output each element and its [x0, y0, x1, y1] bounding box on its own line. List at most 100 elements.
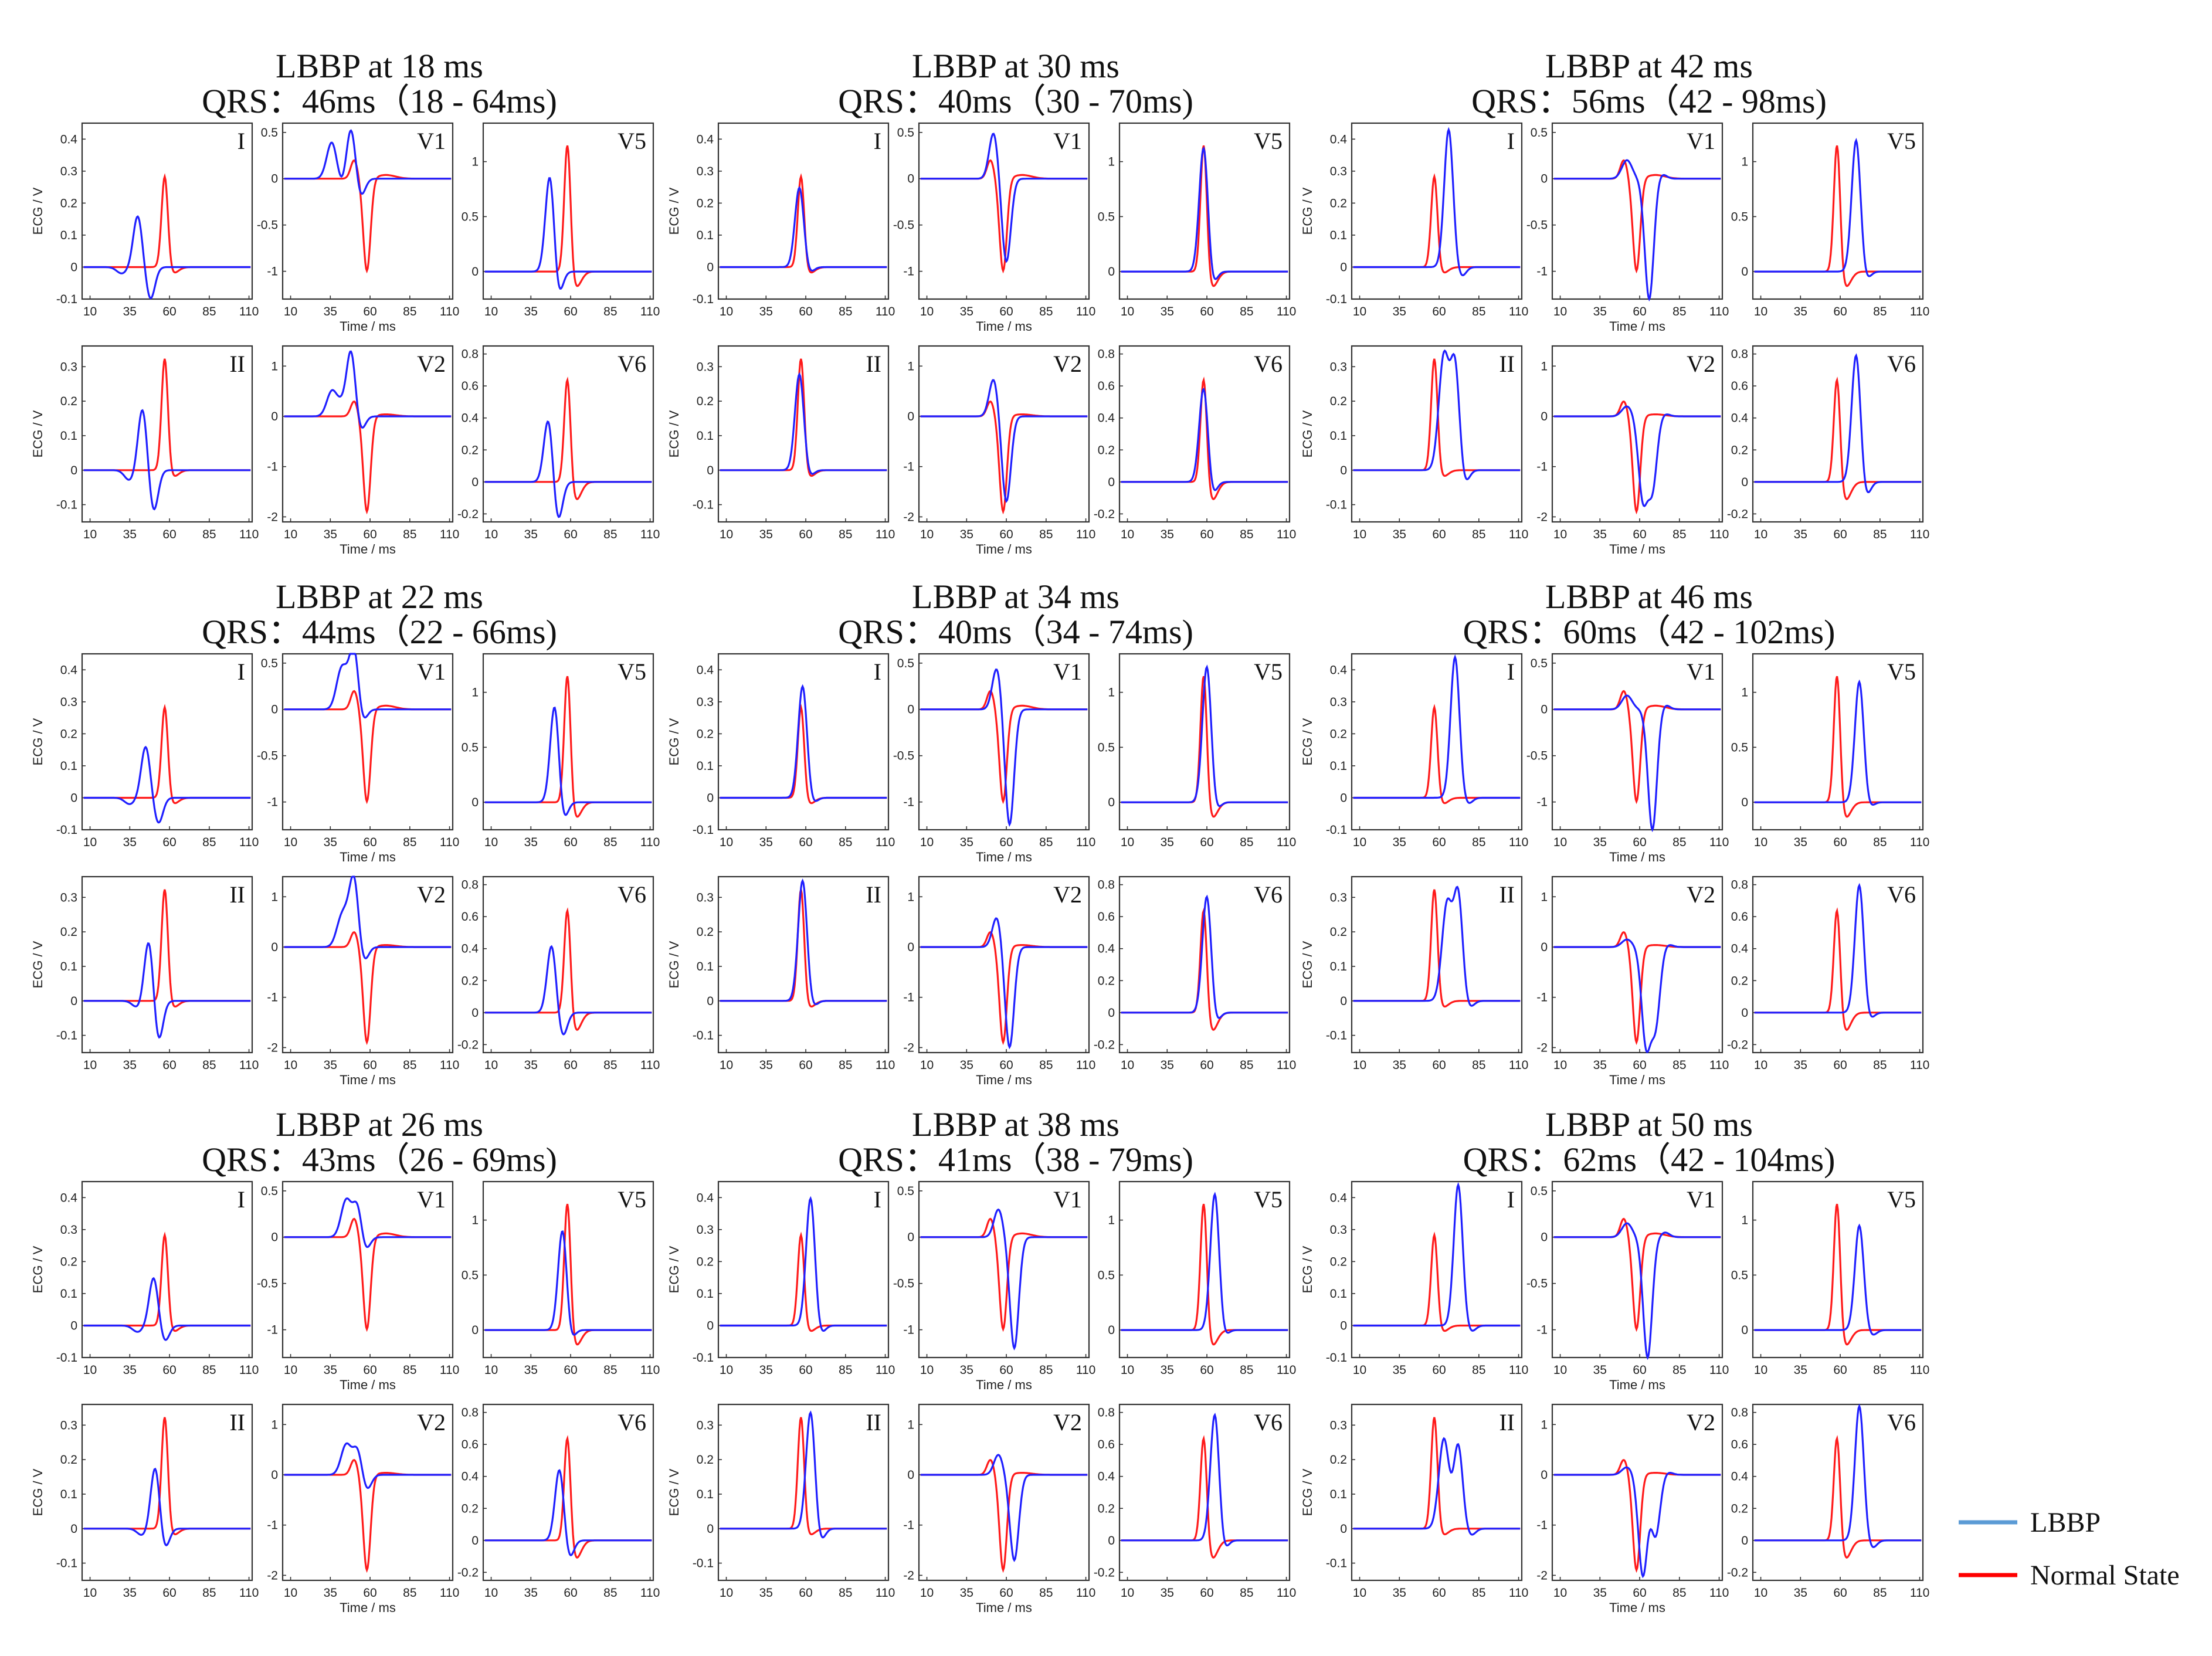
- y-tick-label: -0.5: [257, 749, 278, 763]
- y-tick-label: 0: [907, 703, 914, 717]
- x-axis-label: Time / ms: [976, 1600, 1032, 1615]
- y-tick-label: -2: [267, 510, 278, 524]
- subplot-V2-2-1-1: 10 35 60 85 110 -2 -1 0 1 V2: [903, 345, 1095, 541]
- y-tick-label: 0: [471, 1534, 479, 1548]
- lbbp-trace: [1754, 138, 1922, 277]
- lbbp-trace: [1553, 405, 1721, 507]
- x-tick-label: 10: [720, 305, 733, 318]
- x-tick-label: 85: [1672, 1058, 1686, 1072]
- x-tick-label: 110: [440, 1058, 459, 1072]
- y-tick-label: -1: [1536, 265, 1548, 279]
- x-tick-label: 85: [1672, 1363, 1686, 1377]
- y-tick-label: -0.2: [1094, 507, 1115, 521]
- y-tick-label: -1: [903, 1519, 914, 1532]
- x-tick-label: 85: [1240, 1058, 1253, 1072]
- subplot-V5-3-0-2: 10 35 60 85 110 0 0.5 1 V5: [1731, 122, 1929, 318]
- x-axis-label: Time / ms: [1609, 319, 1665, 334]
- lead-label: V2: [1687, 351, 1715, 377]
- y-tick-label: -0.1: [693, 498, 714, 512]
- y-tick-label: 0: [271, 172, 278, 186]
- x-tick-label: 85: [1240, 528, 1253, 541]
- x-axis-label: Time / ms: [340, 319, 396, 334]
- x-tick-label: 10: [720, 1586, 733, 1600]
- y-axis-label: ECG / V: [1300, 1468, 1315, 1516]
- x-tick-label: 60: [1833, 305, 1847, 318]
- y-tick-label: -1: [1536, 460, 1548, 474]
- subplot-I-6-0-0: 10 35 60 85 110 -0.1 0 0.1 0.2 0.3 0.4 I: [1326, 653, 1528, 849]
- y-tick-label: 0.3: [697, 1419, 714, 1432]
- x-tick-label: 10: [284, 528, 297, 541]
- x-axis-label: Time / ms: [1609, 1600, 1665, 1615]
- lbbp-trace: [83, 409, 251, 511]
- x-tick-label: 85: [202, 528, 216, 541]
- y-tick-label: 0: [1541, 172, 1548, 186]
- panel-title: LBBP at 34 ms: [912, 578, 1119, 616]
- x-tick-label: 10: [1754, 1058, 1767, 1072]
- x-tick-label: 60: [1633, 1586, 1646, 1600]
- y-tick-label: 0.2: [1098, 443, 1115, 457]
- y-tick-label: -0.5: [893, 219, 914, 232]
- y-tick-label: -0.1: [56, 498, 77, 512]
- x-tick-label: 60: [1432, 1586, 1446, 1600]
- y-tick-label: 0.5: [462, 1268, 479, 1282]
- y-tick-label: 0: [271, 410, 278, 423]
- x-tick-label: 110: [1076, 1058, 1095, 1072]
- x-tick-label: 35: [1593, 1058, 1607, 1072]
- x-tick-label: 10: [1553, 1586, 1567, 1600]
- lbbp-trace: [1121, 664, 1288, 807]
- y-axis-label: ECG / V: [667, 1246, 681, 1293]
- y-tick-label: 0.1: [697, 429, 714, 443]
- y-tick-label: 0.4: [1330, 133, 1348, 146]
- y-tick-label: 0.5: [1531, 1185, 1548, 1198]
- y-tick-label: 0.1: [1330, 1488, 1347, 1501]
- y-tick-label: 0.2: [1330, 196, 1347, 210]
- subplot-V2-6-1-1: 10 35 60 85 110 -2 -1 0 1 V2: [1536, 875, 1729, 1072]
- y-tick-label: 0.2: [60, 1453, 77, 1467]
- y-tick-label: 0.1: [1330, 759, 1347, 773]
- x-tick-label: 35: [759, 1363, 773, 1377]
- y-tick-label: 0: [1541, 410, 1548, 423]
- x-tick-label: 60: [799, 305, 812, 318]
- panel-title: LBBP at 30 ms: [912, 47, 1119, 85]
- x-tick-label: 85: [603, 305, 617, 318]
- y-tick-label: -0.1: [1326, 293, 1347, 306]
- x-tick-label: 60: [564, 836, 577, 849]
- subplot-V6-4-1-2: 10 35 60 85 110 -0.2 0 0.2 0.4 0.6 0.8 V6: [457, 875, 660, 1072]
- subplot-V1-9-0-1: 10 35 60 85 110 -1 -0.5 0 0.5 V1: [1526, 1180, 1729, 1377]
- y-tick-label: 0: [707, 260, 714, 274]
- y-tick-label: 0.4: [1098, 412, 1115, 425]
- x-tick-label: 110: [1509, 1586, 1528, 1600]
- subplot-V1-3-0-1: 10 35 60 85 110 -1 -0.5 0 0.5 V1: [1526, 122, 1729, 318]
- x-tick-label: 85: [839, 1058, 852, 1072]
- lbbp-trace: [83, 215, 251, 300]
- panel-title: LBBP at 46 ms: [1545, 578, 1753, 616]
- subplot-V6-3-1-2: 10 35 60 85 110 -0.2 0 0.2 0.4 0.6 0.8 V6: [1727, 345, 1929, 541]
- y-tick-label: 0: [271, 1231, 278, 1244]
- y-tick-label: 0.8: [1731, 878, 1748, 892]
- y-axis-label: ECG / V: [30, 1246, 45, 1293]
- x-tick-label: 10: [1121, 528, 1134, 541]
- y-tick-label: -1: [1536, 1324, 1548, 1337]
- x-tick-label: 60: [363, 1586, 376, 1600]
- subplot-II-4-1-0: 10 35 60 85 110 -0.1 0 0.1 0.2 0.3 II: [56, 875, 259, 1072]
- lead-label: V1: [1053, 1186, 1082, 1213]
- y-tick-label: 1: [1108, 1214, 1115, 1227]
- subplot-I-3-0-0: 10 35 60 85 110 -0.1 0 0.1 0.2 0.3 0.4 I: [1326, 122, 1528, 318]
- x-tick-label: 110: [1910, 836, 1929, 849]
- x-tick-label: 10: [1754, 305, 1767, 318]
- x-tick-label: 60: [1833, 836, 1847, 849]
- lead-label: V2: [1053, 1409, 1082, 1436]
- lbbp-trace: [1121, 146, 1288, 280]
- lbbp-trace: [284, 1197, 452, 1248]
- x-tick-label: 110: [1076, 836, 1095, 849]
- x-tick-label: 60: [1200, 836, 1213, 849]
- lead-label: V1: [417, 128, 446, 154]
- x-tick-label: 10: [1553, 836, 1567, 849]
- y-tick-label: 0: [1741, 796, 1748, 809]
- y-tick-label: -1: [267, 1324, 278, 1337]
- axes-frame: [281, 1403, 454, 1582]
- lbbp-trace: [720, 684, 887, 802]
- x-axis-label: Time / ms: [976, 1377, 1032, 1392]
- panel-title: LBBP at 50 ms: [1545, 1105, 1753, 1143]
- x-tick-label: 85: [1472, 836, 1485, 849]
